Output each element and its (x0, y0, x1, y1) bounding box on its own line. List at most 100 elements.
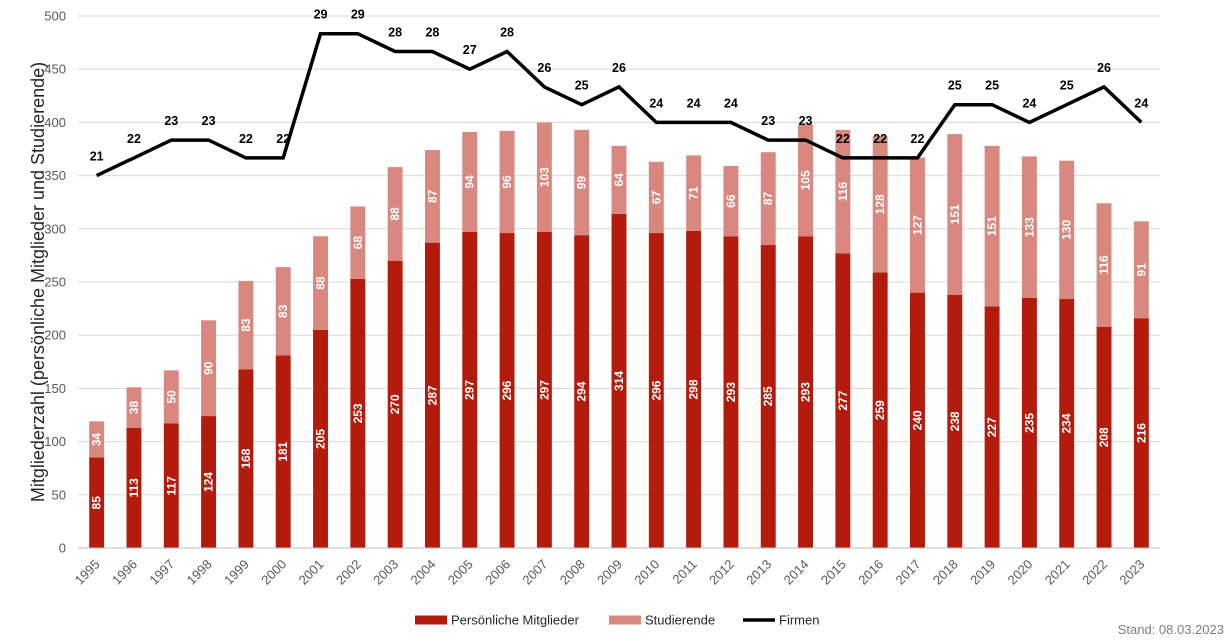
bar-persoenliche-mitglieder (313, 329, 328, 548)
data-label-persoenliche-mitglieder: 287 (425, 385, 439, 405)
data-label-studierende: 87 (425, 189, 439, 203)
x-tick-label: 1996 (109, 557, 140, 588)
legend-item: Persönliche Mitglieder (415, 613, 580, 628)
data-label-studierende: 50 (164, 390, 178, 404)
data-label-persoenliche-mitglieder: 240 (910, 410, 924, 430)
data-label-firmen: 24 (724, 96, 738, 110)
data-label-firmen: 28 (500, 25, 514, 39)
y-tick-label: 500 (44, 9, 66, 24)
x-tick-label: 2014 (781, 557, 812, 588)
bar-persoenliche-mitglieder (574, 235, 590, 548)
data-label-studierende: 87 (761, 191, 775, 205)
data-label-studierende: 90 (202, 361, 216, 375)
legend-label: Firmen (779, 613, 819, 628)
x-tick-label: 2008 (557, 557, 588, 588)
bar-studierende (947, 134, 963, 295)
x-tick-label: 2005 (445, 557, 476, 588)
y-tick-label: 100 (44, 434, 66, 449)
data-label-firmen: 22 (836, 132, 850, 146)
data-label-studierende: 94 (463, 175, 477, 189)
bar-studierende (835, 129, 851, 254)
bar-studierende (723, 166, 739, 237)
x-tick-label: 2021 (1042, 557, 1073, 588)
firmen-series-line (95, 31, 1143, 178)
x-tick-label: 2009 (594, 557, 625, 588)
data-label-firmen: 24 (649, 96, 663, 110)
x-axis: 1995 1996 1997 1998 1999 2000 2001 2002 2003 2004… (72, 547, 1160, 588)
bar-persoenliche-mitglieder (536, 231, 552, 548)
data-label-firmen: 25 (1060, 79, 1074, 93)
data-label-studierende: 91 (1134, 263, 1148, 277)
data-label-studierende: 67 (649, 190, 663, 204)
y-tick-label: 50 (52, 487, 66, 502)
bar-persoenliche-mitglieder (1096, 326, 1112, 548)
x-tick-label: 2002 (333, 557, 364, 588)
data-label-persoenliche-mitglieder: 168 (239, 448, 253, 468)
x-tick-label: 1997 (146, 557, 177, 588)
bar-persoenliche-mitglieder (611, 213, 627, 549)
data-label-persoenliche-mitglieder: 314 (612, 371, 626, 391)
data-label-persoenliche-mitglieder: 294 (575, 381, 589, 401)
y-tick-label: 200 (44, 328, 66, 343)
bar-studierende (1096, 203, 1112, 327)
bars: 85 34 113 38 117 50 124 90 168 83 181 83 205 88 253 68 2… (89, 122, 1149, 549)
y-tick-label: 400 (44, 115, 66, 130)
data-label-studierende: 133 (1022, 217, 1036, 237)
x-tick-label: 2017 (893, 557, 924, 588)
bar-studierende (798, 124, 814, 237)
data-label-persoenliche-mitglieder: 124 (202, 472, 216, 492)
bar-studierende (574, 129, 590, 236)
y-tick-label: 0 (59, 541, 66, 556)
bar-persoenliche-mitglieder (686, 230, 702, 549)
bar-persoenliche-mitglieder (648, 233, 664, 548)
bar-persoenliche-mitglieder (424, 242, 440, 548)
x-tick-label: 2016 (855, 557, 886, 588)
data-label-firmen: 25 (575, 79, 589, 93)
bar-studierende (163, 370, 179, 424)
data-label-firmen: 22 (276, 132, 290, 146)
data-label-persoenliche-mitglieder: 297 (537, 380, 551, 400)
y-axis-label: Mitgliederzahl (persönliche Mitglieder u… (28, 62, 48, 502)
legend: Persönliche Mitglieder Studierende Firmen (415, 613, 819, 628)
data-label-firmen: 22 (239, 132, 253, 146)
bar-persoenliche-mitglieder (798, 236, 814, 549)
data-label-firmen: 23 (164, 114, 178, 128)
bar-persoenliche-mitglieder (89, 457, 105, 548)
data-label-persoenliche-mitglieder: 297 (463, 380, 477, 400)
data-label-studierende: 116 (1097, 255, 1111, 275)
data-label-studierende: 151 (948, 204, 962, 224)
data-label-firmen: 22 (127, 132, 141, 146)
data-label-studierende: 83 (276, 304, 290, 318)
data-label-persoenliche-mitglieder: 293 (724, 382, 738, 402)
data-label-persoenliche-mitglieder: 234 (1060, 413, 1074, 433)
data-label-studierende: 68 (351, 236, 365, 250)
data-label-firmen: 23 (761, 114, 775, 128)
data-label-persoenliche-mitglieder: 216 (1134, 423, 1148, 443)
x-tick-label: 2011 (669, 557, 699, 587)
data-label-firmen: 22 (911, 132, 925, 146)
legend-item: Firmen (743, 613, 819, 628)
data-label-firmen: 26 (612, 61, 626, 75)
bar-persoenliche-mitglieder (350, 278, 366, 548)
bar-studierende (1133, 221, 1149, 319)
bar-persoenliche-mitglieder (910, 292, 925, 548)
x-tick-label: 2023 (1116, 557, 1147, 588)
data-label-firmen: 26 (1097, 61, 1111, 75)
bar-persoenliche-mitglieder (872, 272, 888, 548)
bar-persoenliche-mitglieder (1133, 318, 1149, 548)
x-tick-label: 2010 (631, 557, 662, 588)
x-tick-label: 2006 (482, 557, 513, 588)
data-label-studierende: 71 (687, 186, 701, 200)
bar-studierende (686, 155, 702, 231)
data-label-firmen: 21 (90, 150, 104, 164)
bar-persoenliche-mitglieder (275, 355, 291, 548)
data-label-studierende: 128 (873, 194, 887, 214)
data-label-firmen: 26 (537, 61, 551, 75)
x-tick-label: 2022 (1079, 557, 1110, 588)
bar-studierende (499, 130, 515, 234)
data-label-persoenliche-mitglieder: 259 (873, 400, 887, 420)
data-label-studierende: 83 (239, 318, 253, 332)
y-tick-label: 150 (44, 381, 66, 396)
